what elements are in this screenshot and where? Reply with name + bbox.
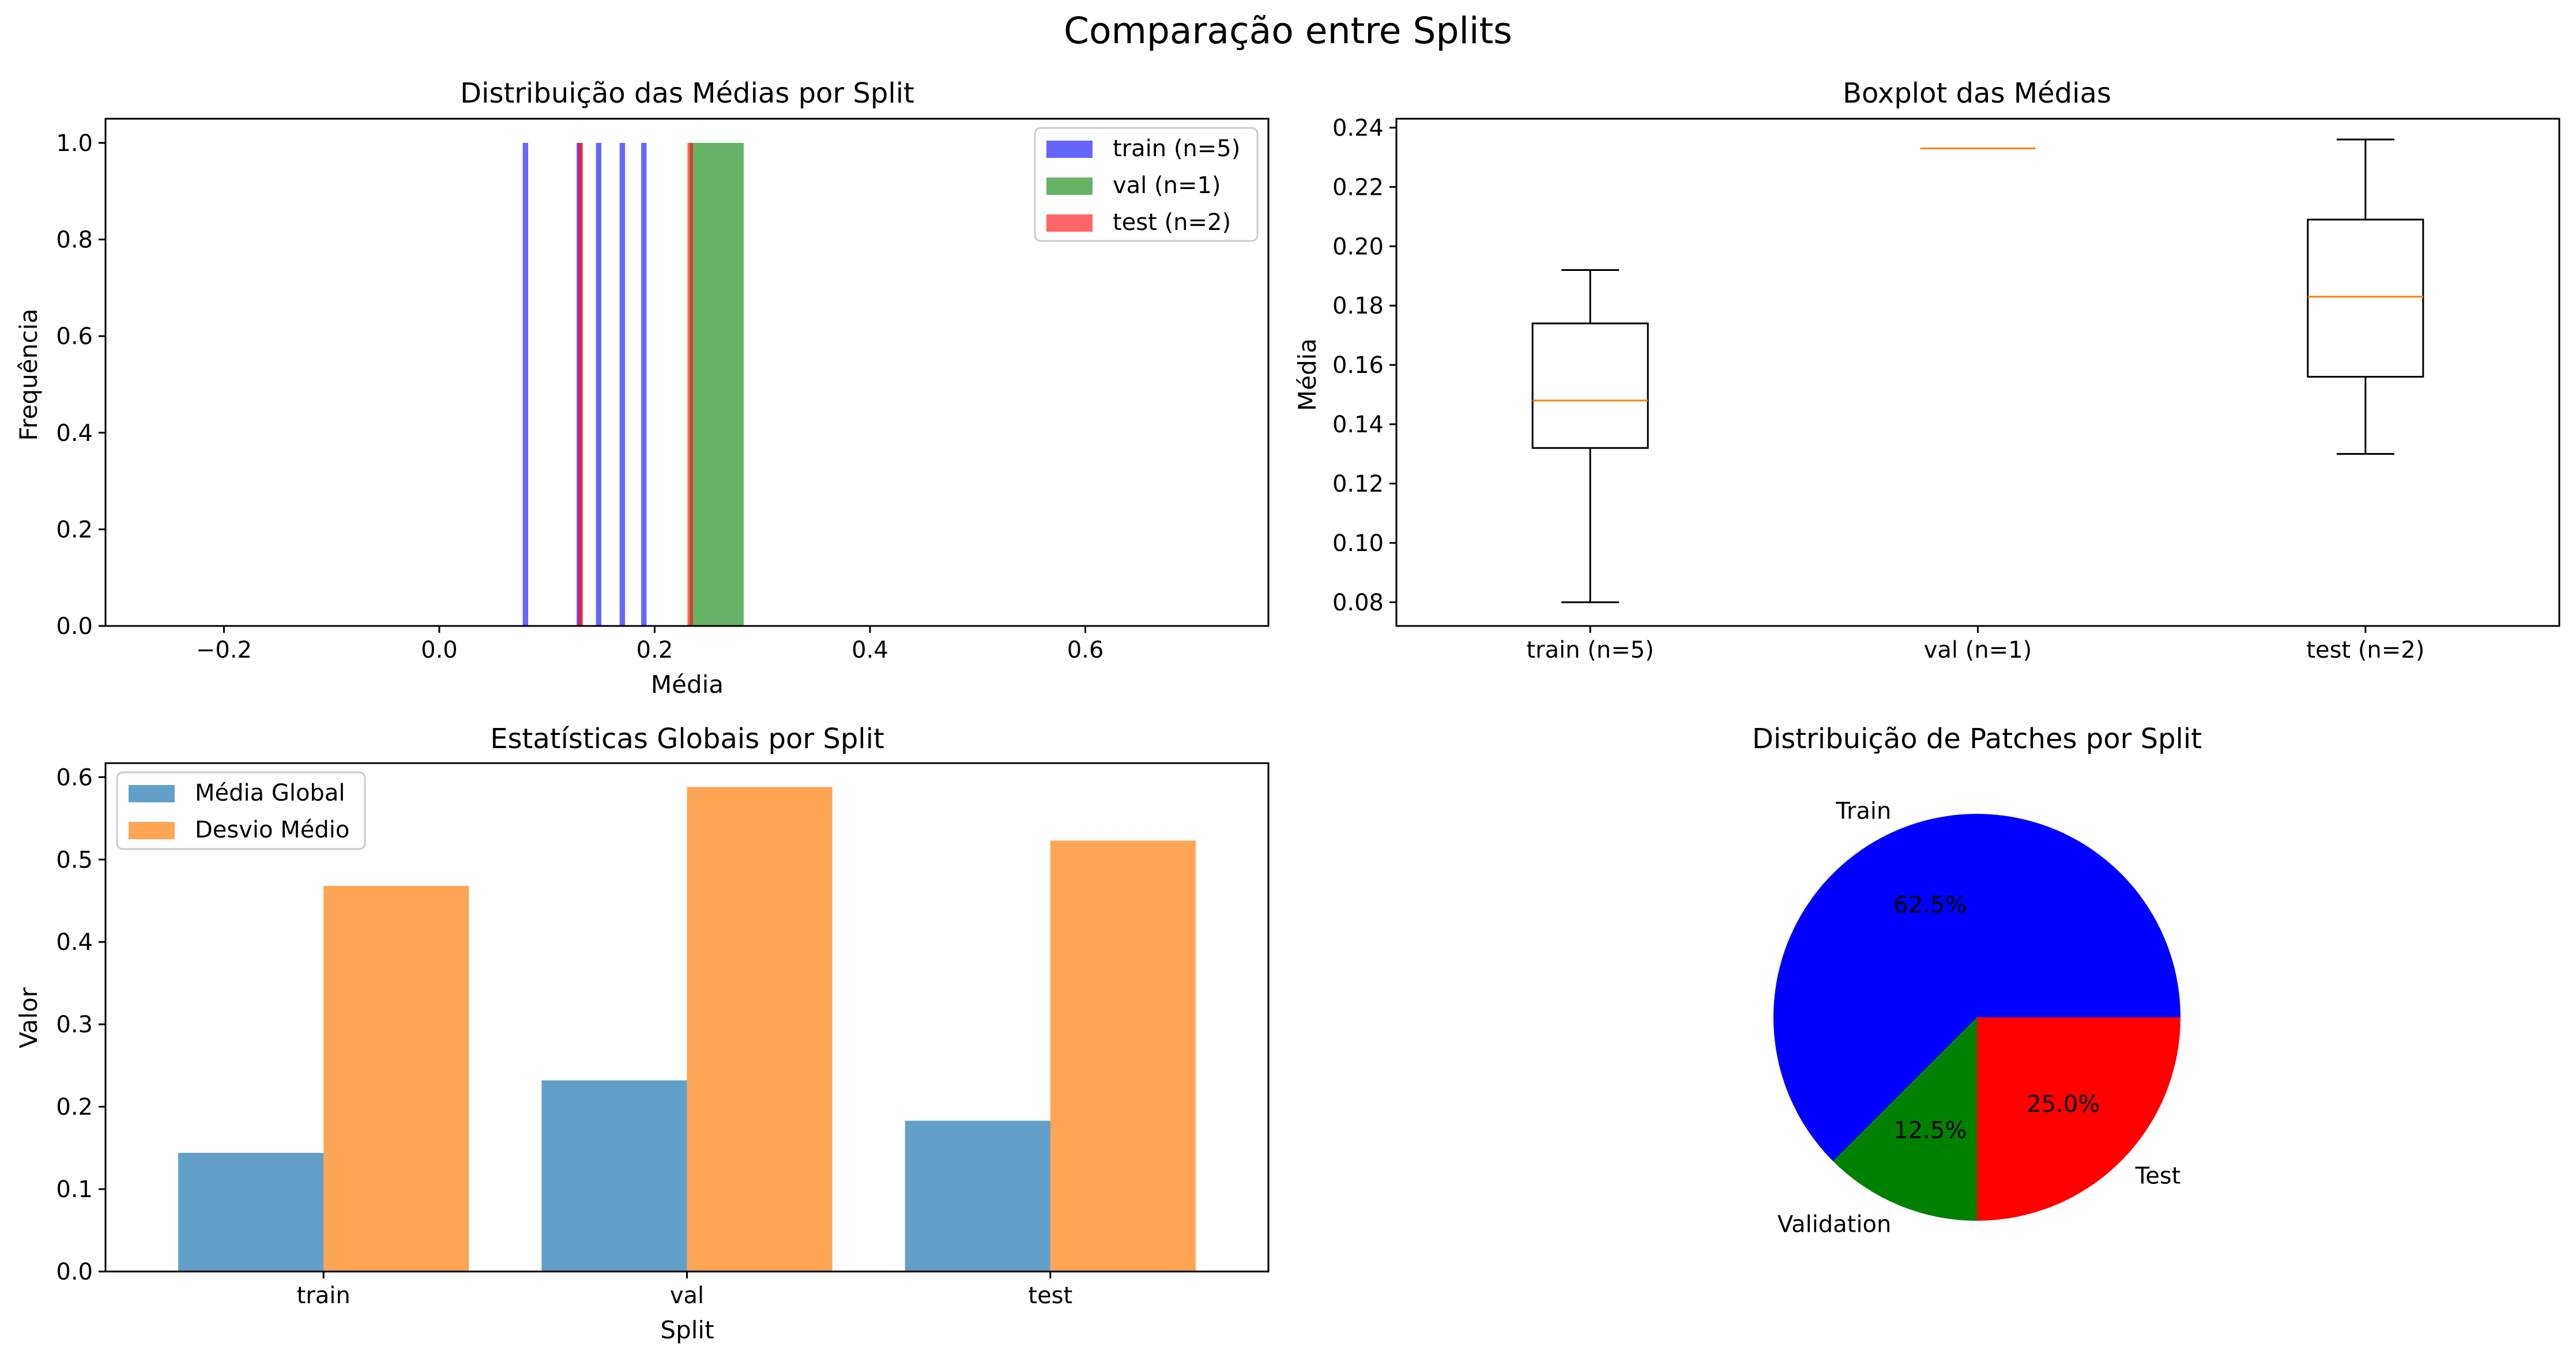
boxplot-xtick-label: test (n=2) bbox=[2306, 637, 2424, 663]
stats-legend-swatch bbox=[129, 785, 175, 802]
stats-ytick-label: 0.0 bbox=[56, 1259, 93, 1285]
histogram-legend: train (n=5) val (n=1) test (n=2) bbox=[1034, 127, 1259, 242]
histogram-xlabel: Média bbox=[651, 670, 724, 699]
histogram-title: Distribuição das Médias por Split bbox=[460, 77, 914, 110]
histogram-legend-label: test (n=2) bbox=[1113, 209, 1231, 236]
histogram-bar bbox=[522, 142, 529, 626]
pie-pct-label: 12.5% bbox=[1893, 1118, 1967, 1144]
boxplot-boxes bbox=[1531, 138, 2424, 603]
stats-legend-label: Desvio Médio bbox=[195, 817, 349, 843]
histogram-ytick-label: 0.4 bbox=[56, 420, 93, 447]
boxplot-panel: Boxplot das Médias Média 0.08 0.10 0.12 0.1… bbox=[1293, 77, 2560, 663]
stats-xtick-label: val bbox=[670, 1282, 704, 1309]
boxplot-ytick-label: 0.12 bbox=[1332, 471, 1384, 497]
pie-label: Validation bbox=[1777, 1212, 1892, 1238]
histogram-legend-label: train (n=5) bbox=[1113, 135, 1240, 162]
histogram-xtick-label: 0.4 bbox=[852, 637, 888, 663]
boxplot-plot-frame bbox=[1395, 118, 2560, 627]
stats-bar bbox=[687, 787, 833, 1272]
histogram-legend-label: val (n=1) bbox=[1113, 172, 1221, 199]
stats-xtick-label: train bbox=[297, 1282, 351, 1309]
stats-ticks: 0.0 0.1 0.2 0.3 0.4 0.5 0.6 train val test bbox=[56, 764, 1072, 1309]
pie-pct-label: 62.5% bbox=[1893, 892, 1967, 918]
boxplot-ytick-label: 0.14 bbox=[1332, 412, 1384, 438]
stats-bar bbox=[178, 1153, 324, 1272]
stats-ytick-label: 0.1 bbox=[56, 1176, 93, 1203]
figure-suptitle: Comparação entre Splits bbox=[1064, 10, 1512, 52]
histogram-legend-swatch bbox=[1046, 214, 1093, 232]
pie-label: Test bbox=[2135, 1163, 2181, 1190]
histogram-bar bbox=[641, 142, 647, 626]
stats-title: Estatísticas Globais por Split bbox=[490, 723, 884, 755]
boxplot-ytick-label: 0.16 bbox=[1332, 352, 1384, 379]
stats-legend: Média Global Desvio Médio bbox=[116, 771, 366, 850]
pie-slice bbox=[1773, 814, 2180, 1161]
histogram-xtick-label: −0.2 bbox=[196, 637, 252, 663]
stats-ylabel: Valor bbox=[14, 987, 43, 1048]
boxplot-ticks: 0.08 0.10 0.12 0.14 0.16 0.18 0.20 0.22 0.24 trai… bbox=[1332, 115, 2424, 663]
histogram-bar bbox=[577, 142, 583, 626]
histogram-bar bbox=[619, 142, 626, 626]
histogram-ticks: −0.2 0.0 0.2 0.4 0.6 0.0 0.2 0.4 0.6 0.8 1.0 bbox=[56, 130, 1104, 663]
histogram-ytick-label: 1.0 bbox=[56, 130, 93, 157]
pie-panel: Distribuição de Patches por Split Train 6… bbox=[1752, 723, 2202, 1238]
pie-slice bbox=[1977, 1017, 2180, 1221]
boxplot-title: Boxplot das Médias bbox=[1843, 77, 2111, 110]
pie-slice bbox=[1833, 1017, 1977, 1221]
stats-ytick-label: 0.2 bbox=[56, 1094, 93, 1120]
stats-bar bbox=[905, 1120, 1050, 1272]
stats-legend-swatch bbox=[129, 822, 175, 839]
boxplot-box bbox=[1531, 322, 1649, 449]
histogram-ytick-label: 0.8 bbox=[56, 227, 93, 254]
stats-ytick-label: 0.6 bbox=[56, 764, 93, 791]
histogram-panel: Distribuição das Médias por Split Média … bbox=[14, 77, 1270, 699]
histogram-bar bbox=[690, 142, 744, 626]
boxplot-xtick-label: train (n=5) bbox=[1526, 637, 1654, 663]
pie-label: Train bbox=[1835, 798, 1891, 824]
stats-panel: Estatísticas Globais por Split Split Val… bbox=[14, 723, 1270, 1344]
stats-bar bbox=[323, 885, 469, 1272]
histogram-xtick-label: 0.2 bbox=[637, 637, 673, 663]
histogram-plot-frame bbox=[104, 118, 1270, 627]
histogram-ylabel: Frequência bbox=[14, 308, 43, 441]
boxplot-ytick-label: 0.20 bbox=[1332, 233, 1384, 260]
boxplot-ytick-label: 0.08 bbox=[1332, 590, 1384, 616]
stats-bar bbox=[541, 1080, 687, 1272]
histogram-ytick-label: 0.6 bbox=[56, 323, 93, 350]
histogram-bar bbox=[596, 142, 602, 626]
stats-ytick-label: 0.3 bbox=[56, 1012, 93, 1038]
boxplot-ytick-label: 0.24 bbox=[1332, 115, 1384, 141]
stats-legend-label: Média Global bbox=[195, 780, 345, 806]
histogram-legend-swatch bbox=[1046, 178, 1093, 195]
stats-bar bbox=[1050, 840, 1196, 1272]
histogram-xtick-label: 0.6 bbox=[1067, 637, 1104, 663]
stats-legend-frame bbox=[116, 771, 366, 850]
stats-ytick-label: 0.4 bbox=[56, 929, 93, 956]
stats-bars bbox=[178, 787, 1196, 1272]
boxplot-ytick-label: 0.10 bbox=[1332, 530, 1384, 557]
stats-ytick-label: 0.5 bbox=[56, 847, 93, 873]
stats-xtick-label: test bbox=[1028, 1282, 1072, 1309]
boxplot-ytick-label: 0.22 bbox=[1332, 174, 1384, 201]
histogram-ytick-label: 0.2 bbox=[56, 516, 93, 543]
histogram-bars bbox=[522, 142, 744, 626]
histogram-legend-swatch bbox=[1046, 141, 1093, 158]
pie-title: Distribuição de Patches por Split bbox=[1752, 723, 2202, 755]
boxplot-xtick-label: val (n=1) bbox=[1924, 637, 2032, 663]
stats-xlabel: Split bbox=[660, 1316, 714, 1344]
stats-plot-frame bbox=[104, 762, 1270, 1273]
boxplot-ytick-label: 0.18 bbox=[1332, 293, 1384, 319]
pie-pct-label: 25.0% bbox=[2027, 1091, 2100, 1118]
histogram-ytick-label: 0.0 bbox=[56, 613, 93, 640]
histogram-xtick-label: 0.0 bbox=[421, 637, 458, 663]
boxplot-ylabel: Média bbox=[1293, 338, 1321, 411]
histogram-bar bbox=[687, 142, 693, 626]
boxplot-box bbox=[2307, 218, 2424, 378]
pie-slices: Train 62.5% Validation 12.5% Test 25.0% bbox=[1773, 798, 2180, 1238]
